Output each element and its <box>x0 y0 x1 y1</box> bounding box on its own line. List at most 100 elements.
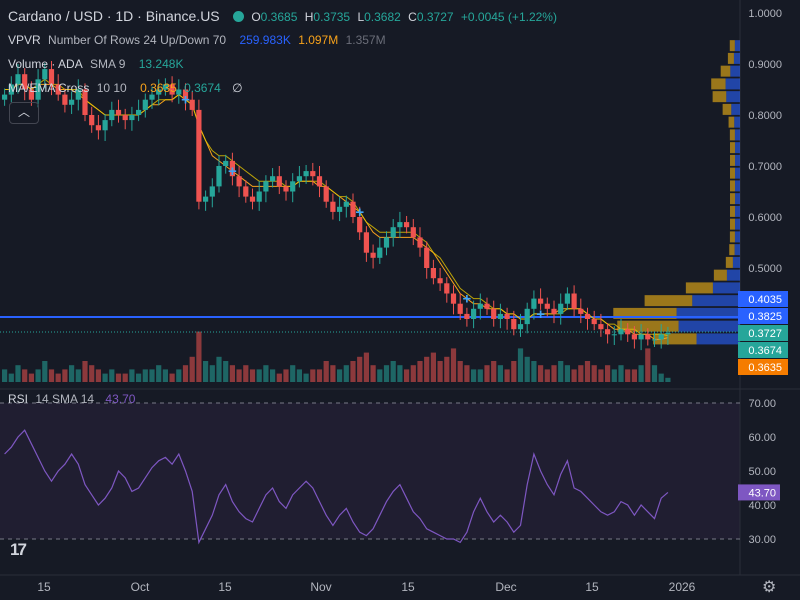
candle-body <box>62 94 68 105</box>
price-axis[interactable]: 1.0000 0.9000 0.8000 0.7000 0.6000 0.5000 <box>748 8 782 275</box>
vp-row-up <box>734 218 740 230</box>
volume-bar <box>182 365 189 382</box>
candle-body <box>497 313 503 319</box>
volume-bar <box>95 369 101 382</box>
vp-row-down <box>729 129 735 141</box>
open-value: 0.3685 <box>260 10 298 24</box>
candle-body <box>323 186 329 202</box>
volume-legend[interactable]: Volume · ADA SMA 9 13.248K <box>8 57 187 71</box>
candle-body <box>95 125 101 131</box>
rsi-axis[interactable]: 70.00 60.00 50.00 40.00 30.00 43.70 <box>738 398 780 546</box>
market-status-icon[interactable] <box>232 11 244 22</box>
price-badge <box>738 308 788 324</box>
rsi-badge-label: 43.70 <box>748 487 776 499</box>
volume-bar <box>551 365 557 382</box>
vp-row-up <box>676 307 740 319</box>
rsi-legend[interactable]: RSI 14 SMA 14 43.70 <box>8 392 139 406</box>
volume-bar <box>15 365 21 382</box>
candle-body <box>48 69 55 85</box>
volume-bar <box>283 369 289 382</box>
volume-bar <box>290 365 296 382</box>
volume-bar <box>176 369 182 382</box>
candle-body <box>517 324 524 330</box>
time-tick-label: Dec <box>495 580 516 594</box>
ma-value-2: 0.3674 <box>184 81 221 95</box>
volume-bar <box>430 352 436 382</box>
candle-body <box>243 186 249 197</box>
chevron-up-icon: ︿ <box>17 105 30 119</box>
candle-body <box>203 196 209 202</box>
candle-body <box>511 319 517 330</box>
vp-row-up <box>678 320 740 332</box>
ma-params: 10 10 <box>96 81 127 95</box>
candle-body <box>357 217 363 233</box>
candle-body <box>605 329 611 335</box>
symbol-title[interactable]: Cardano / USD · 1D · Binance.US <box>8 8 220 24</box>
vp-row-down <box>730 193 735 205</box>
volume-bar <box>511 361 517 382</box>
vp-row-down <box>729 205 735 217</box>
volume-bar <box>484 365 490 382</box>
volume-bar <box>28 373 34 382</box>
low-value: 0.3682 <box>364 10 401 24</box>
volume-bar <box>383 365 390 382</box>
candle-body <box>149 94 155 100</box>
volume-bar <box>62 369 68 382</box>
vp-row-down <box>727 52 734 64</box>
candle-body <box>504 313 510 319</box>
candle-body <box>176 89 182 95</box>
candle-body <box>196 109 202 202</box>
price-tick-label: 0.9000 <box>748 59 782 71</box>
vp-row-down <box>729 218 735 230</box>
volume-bar <box>437 361 443 382</box>
volume-bar <box>2 369 8 382</box>
volume-bar <box>270 369 276 382</box>
vpvr-legend[interactable]: VPVR Number Of Rows 24 Up/Down 70 259.98… <box>8 33 390 47</box>
candle-body <box>638 334 644 340</box>
gear-icon[interactable]: ⚙ <box>762 579 777 596</box>
volume-bar <box>189 356 195 382</box>
tradingview-logo-icon[interactable]: 17 <box>10 540 27 559</box>
vp-row-up <box>733 52 740 64</box>
candle-body <box>484 303 490 309</box>
volume-bar <box>631 369 637 382</box>
ma-value-3: ∅ <box>232 81 243 95</box>
candle-body <box>330 201 336 212</box>
volume-bar <box>196 331 202 382</box>
price-badge <box>738 325 788 341</box>
volume-bar <box>149 369 155 382</box>
volume-bar <box>410 365 416 382</box>
candle-body <box>337 206 343 212</box>
volume-bar <box>350 361 356 382</box>
vp-row-up <box>734 154 740 166</box>
vp-row-up <box>734 116 740 128</box>
volume-bar <box>404 369 410 382</box>
candle-body <box>645 334 651 340</box>
candle-body <box>115 109 122 115</box>
candle-body <box>8 84 14 95</box>
volume-bar <box>303 373 309 382</box>
candle-body <box>598 324 604 330</box>
price-badge <box>738 291 788 307</box>
rsi-line <box>4 429 669 545</box>
volume-bar <box>249 369 256 382</box>
candle-body <box>236 176 242 187</box>
candle-body <box>450 293 457 304</box>
time-tick-label: 15 <box>401 580 415 594</box>
price-badges: 0.4035 0.3825 0.3727 0.3674 0.3635 <box>738 291 788 375</box>
volume-bar <box>243 365 249 382</box>
close-label: C <box>408 10 417 24</box>
candle-body <box>571 293 577 309</box>
ma-legend[interactable]: MA/EMA Cross 10 10 0.3635 0.3674 ∅ <box>8 81 247 95</box>
vpvr-value-1: 259.983K <box>239 33 291 47</box>
volume-bar <box>229 365 235 382</box>
volume-bar <box>390 361 396 382</box>
collapse-legend-button[interactable]: ︿ <box>9 102 39 124</box>
vp-row-up <box>731 103 740 115</box>
symbol-legend: Cardano / USD · 1D · Binance.US O0.3685 … <box>8 8 561 24</box>
vp-row-up <box>734 142 740 154</box>
time-tick-label: 15 <box>218 580 232 594</box>
rsi-badge <box>738 484 780 501</box>
time-axis[interactable]: 15 Oct 15 Nov 15 Dec 15 2026 <box>37 580 695 594</box>
